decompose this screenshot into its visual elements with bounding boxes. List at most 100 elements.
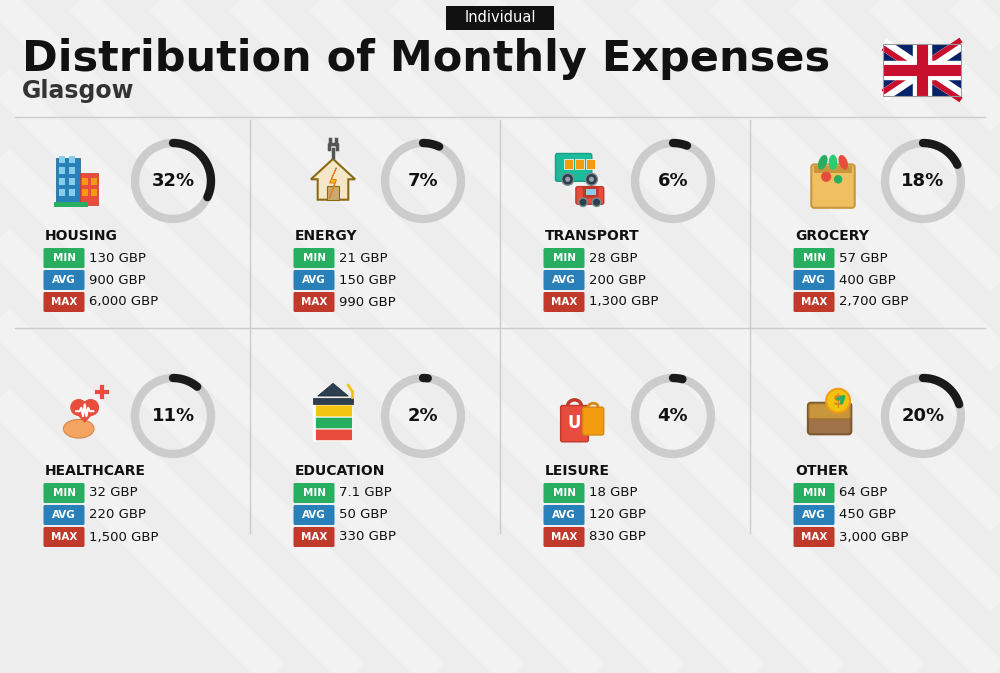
FancyBboxPatch shape	[44, 270, 84, 290]
FancyBboxPatch shape	[294, 248, 334, 268]
FancyBboxPatch shape	[808, 403, 851, 434]
FancyBboxPatch shape	[56, 158, 80, 205]
Text: MAX: MAX	[51, 297, 77, 307]
FancyBboxPatch shape	[59, 188, 65, 197]
Text: AVG: AVG	[552, 510, 576, 520]
Text: 450 GBP: 450 GBP	[839, 509, 896, 522]
Text: MAX: MAX	[51, 532, 77, 542]
Circle shape	[82, 399, 99, 416]
Text: Glasgow: Glasgow	[22, 79, 134, 103]
Text: MIN: MIN	[552, 253, 576, 263]
Text: 150 GBP: 150 GBP	[339, 273, 396, 287]
Text: 32%: 32%	[151, 172, 195, 190]
Text: 20%: 20%	[901, 407, 945, 425]
Circle shape	[70, 399, 87, 416]
FancyBboxPatch shape	[44, 483, 84, 503]
Text: AVG: AVG	[802, 510, 826, 520]
Text: MAX: MAX	[301, 297, 327, 307]
FancyBboxPatch shape	[561, 406, 588, 441]
Text: 11%: 11%	[151, 407, 195, 425]
Circle shape	[562, 174, 574, 185]
FancyBboxPatch shape	[586, 159, 595, 169]
FancyBboxPatch shape	[544, 248, 584, 268]
Text: 18 GBP: 18 GBP	[589, 487, 638, 499]
Text: MIN: MIN	[552, 488, 576, 498]
FancyBboxPatch shape	[44, 292, 84, 312]
Text: OTHER: OTHER	[795, 464, 848, 478]
Text: 3,000 GBP: 3,000 GBP	[839, 530, 908, 544]
FancyBboxPatch shape	[575, 159, 584, 169]
FancyBboxPatch shape	[544, 270, 584, 290]
Text: MIN: MIN	[802, 488, 826, 498]
Text: MIN: MIN	[302, 488, 326, 498]
FancyBboxPatch shape	[294, 483, 334, 503]
Ellipse shape	[818, 155, 828, 170]
FancyBboxPatch shape	[44, 527, 84, 547]
FancyBboxPatch shape	[44, 505, 84, 525]
Text: 1,300 GBP: 1,300 GBP	[589, 295, 658, 308]
Text: 64 GBP: 64 GBP	[839, 487, 887, 499]
Circle shape	[821, 172, 831, 182]
FancyBboxPatch shape	[544, 483, 584, 503]
FancyBboxPatch shape	[794, 292, 834, 312]
Circle shape	[834, 175, 842, 184]
Text: ENERGY: ENERGY	[295, 229, 358, 243]
FancyBboxPatch shape	[544, 527, 584, 547]
Text: 32 GBP: 32 GBP	[89, 487, 138, 499]
Text: EDUCATION: EDUCATION	[295, 464, 385, 478]
FancyBboxPatch shape	[294, 527, 334, 547]
Text: AVG: AVG	[52, 510, 76, 520]
FancyBboxPatch shape	[313, 398, 353, 404]
FancyBboxPatch shape	[583, 407, 604, 435]
FancyBboxPatch shape	[69, 178, 75, 185]
FancyBboxPatch shape	[313, 417, 353, 429]
FancyBboxPatch shape	[544, 505, 584, 525]
Text: 330 GBP: 330 GBP	[339, 530, 396, 544]
Text: 21 GBP: 21 GBP	[339, 252, 388, 264]
FancyBboxPatch shape	[44, 248, 84, 268]
Text: LEISURE: LEISURE	[545, 464, 610, 478]
Text: 50 GBP: 50 GBP	[339, 509, 388, 522]
Text: AVG: AVG	[802, 275, 826, 285]
FancyBboxPatch shape	[91, 188, 97, 197]
Text: 2%: 2%	[408, 407, 438, 425]
Text: 120 GBP: 120 GBP	[589, 509, 646, 522]
Text: HEALTHCARE: HEALTHCARE	[45, 464, 146, 478]
Text: MAX: MAX	[801, 297, 827, 307]
Text: TRANSPORT: TRANSPORT	[545, 229, 640, 243]
Text: Distribution of Monthly Expenses: Distribution of Monthly Expenses	[22, 38, 830, 80]
Text: 900 GBP: 900 GBP	[89, 273, 146, 287]
FancyBboxPatch shape	[69, 155, 75, 163]
FancyBboxPatch shape	[313, 429, 353, 441]
Text: 6,000 GBP: 6,000 GBP	[89, 295, 158, 308]
Text: AVG: AVG	[552, 275, 576, 285]
Text: AVG: AVG	[302, 275, 326, 285]
FancyBboxPatch shape	[54, 203, 88, 207]
Text: U: U	[568, 414, 581, 432]
FancyBboxPatch shape	[883, 44, 961, 96]
FancyBboxPatch shape	[794, 270, 834, 290]
FancyBboxPatch shape	[59, 178, 65, 185]
Text: 400 GBP: 400 GBP	[839, 273, 896, 287]
FancyBboxPatch shape	[446, 6, 554, 30]
Ellipse shape	[829, 155, 837, 170]
FancyBboxPatch shape	[564, 159, 573, 169]
Text: MAX: MAX	[551, 297, 577, 307]
FancyBboxPatch shape	[82, 188, 88, 197]
Circle shape	[589, 177, 594, 182]
Ellipse shape	[838, 155, 848, 170]
Text: HOUSING: HOUSING	[45, 229, 118, 243]
FancyBboxPatch shape	[69, 188, 75, 197]
FancyBboxPatch shape	[91, 178, 97, 185]
Polygon shape	[311, 159, 355, 200]
FancyBboxPatch shape	[80, 172, 98, 205]
FancyBboxPatch shape	[327, 186, 339, 200]
Polygon shape	[70, 407, 99, 423]
Text: MIN: MIN	[802, 253, 826, 263]
FancyBboxPatch shape	[59, 155, 65, 163]
Text: MIN: MIN	[52, 488, 76, 498]
Text: Individual: Individual	[464, 11, 536, 26]
Text: 990 GBP: 990 GBP	[339, 295, 396, 308]
Circle shape	[592, 198, 601, 207]
Text: 4%: 4%	[658, 407, 688, 425]
